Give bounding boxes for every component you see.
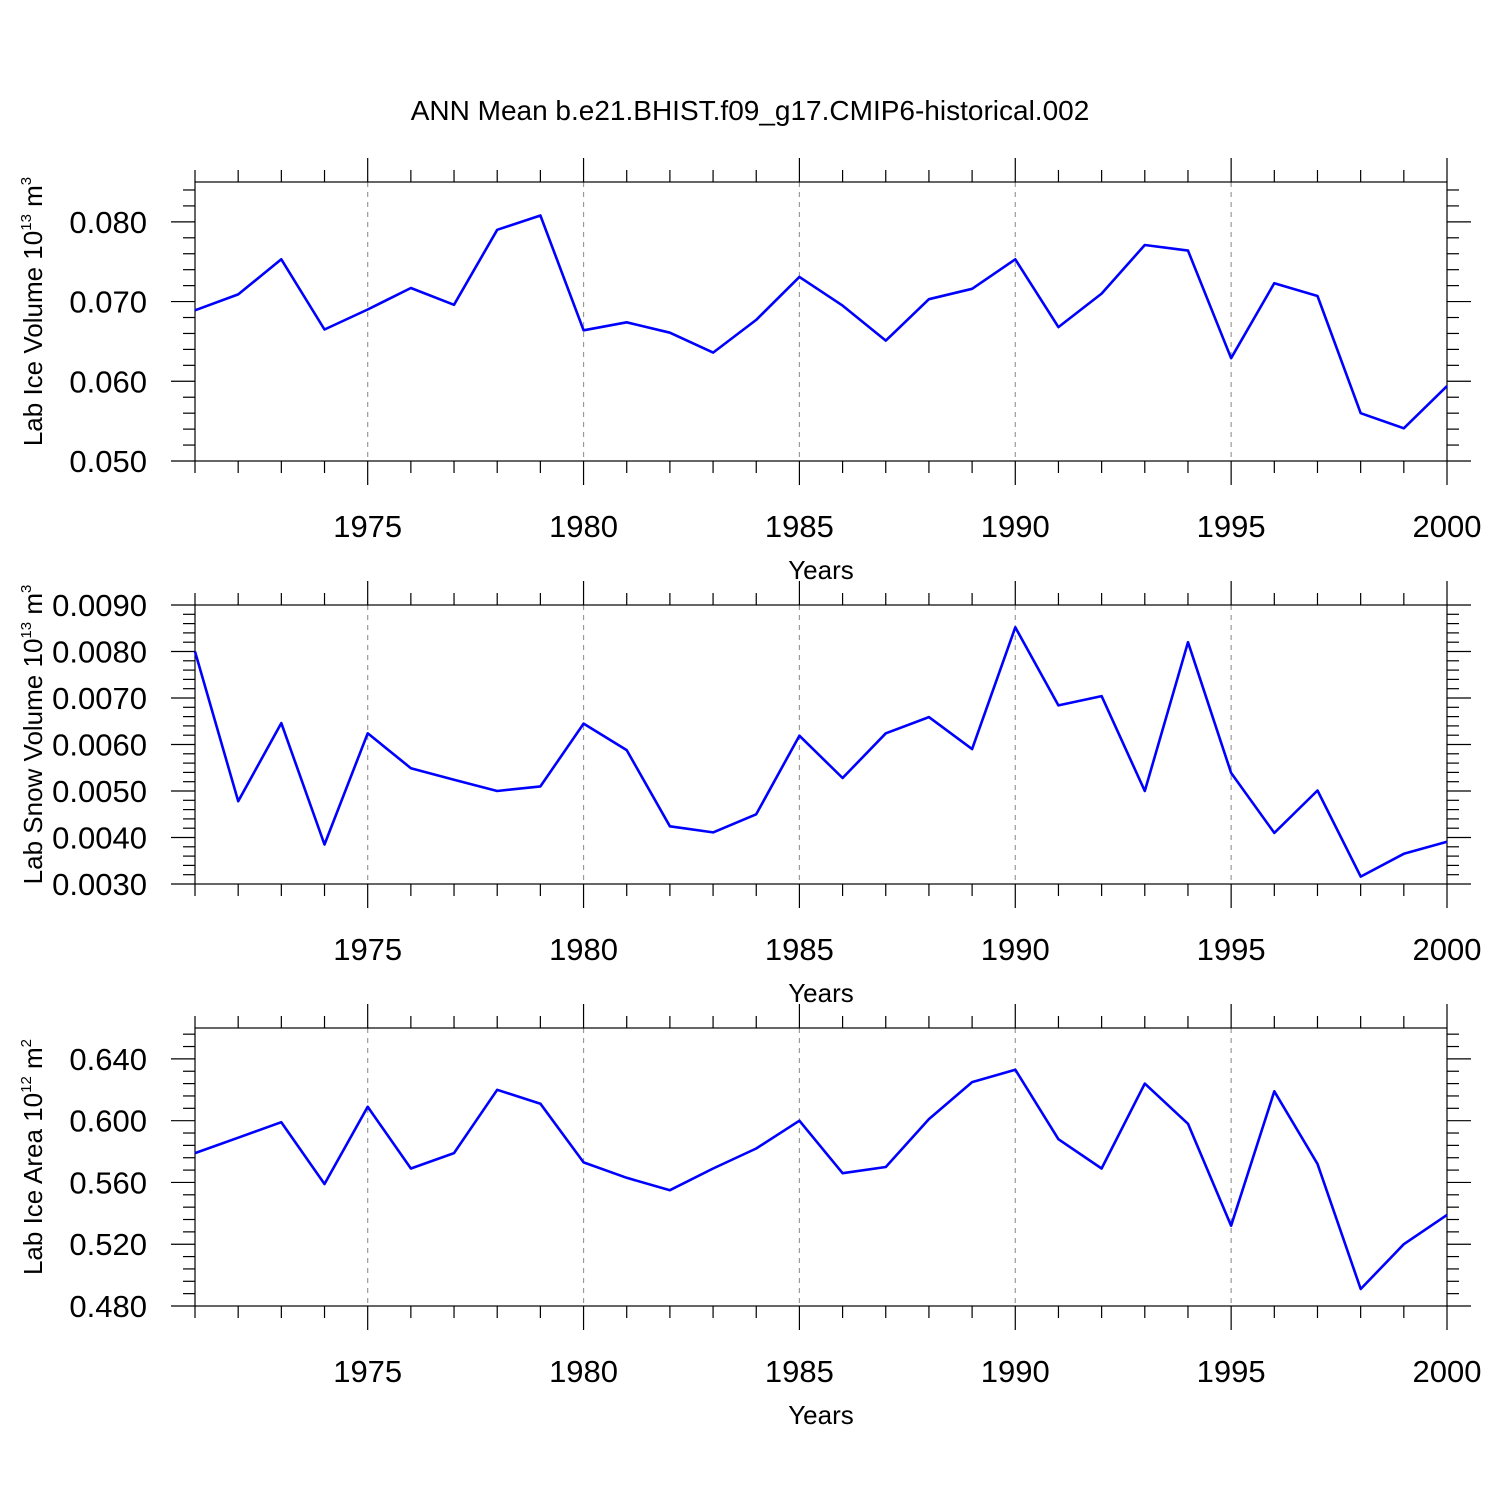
x-tick-label: 1985	[765, 1354, 834, 1389]
x-tick-label: 1980	[549, 932, 618, 967]
y-axis-label-unit-exponent: 3	[18, 585, 35, 593]
figure-title: ANN Mean b.e21.BHIST.f09_g17.CMIP6-histo…	[411, 95, 1090, 126]
y-tick-label: 0.0050	[52, 774, 147, 809]
x-tick-label: 1990	[981, 932, 1050, 967]
x-tick-label: 1990	[981, 509, 1050, 544]
plot-frame	[194, 181, 1448, 462]
y-tick-label: 0.640	[69, 1042, 147, 1077]
y-tick-label: 0.080	[69, 205, 147, 240]
y-tick-label: 0.060	[69, 364, 147, 399]
panel-snow-volume: 0.0030 0.0040 0.0050 0.0060 0.0070 0.0080 0.00…	[18, 581, 1481, 1008]
y-axis-label-unit-exponent: 2	[18, 1039, 35, 1047]
x-tick-label: 1980	[549, 1354, 618, 1389]
y-tick-label: 0.600	[69, 1104, 147, 1139]
y-tick-label: 0.0090	[52, 588, 147, 623]
y-axis-label-exponent: 12	[18, 1076, 35, 1093]
y-tick-label: 0.520	[69, 1227, 147, 1262]
y-tick-label: 0.070	[69, 285, 147, 320]
x-tick-label: 2000	[1413, 509, 1482, 544]
y-axis-label-main: Lab Ice Area 10	[18, 1093, 48, 1275]
x-axis-label: Years	[788, 978, 854, 1008]
x-tick-label: 1980	[549, 509, 618, 544]
x-tick-label: 1995	[1197, 1354, 1266, 1389]
y-tick-label: 0.0030	[52, 867, 147, 902]
y-axis-label-exponent: 13	[18, 214, 35, 231]
x-tick-label: 1975	[333, 932, 402, 967]
y-tick-label: 0.0070	[52, 681, 147, 716]
x-tick-label: 1975	[333, 1354, 402, 1389]
y-axis-label-main: Lab Snow Volume 10	[18, 639, 48, 885]
y-axis-label-unit: m	[18, 1047, 48, 1076]
x-tick-label: 1995	[1197, 932, 1266, 967]
y-axis-label-main: Lab Ice Volume 10	[18, 231, 48, 446]
x-tick-label: 2000	[1413, 932, 1482, 967]
series-line-snow-volume	[193, 625, 1448, 878]
x-axis-label: Years	[788, 1400, 854, 1430]
y-axis-label-unit-exponent: 3	[18, 177, 35, 185]
plot-frame	[194, 1027, 1448, 1307]
y-axis-label-exponent: 13	[18, 622, 35, 639]
y-axis-label: Lab Ice Area 1012 m2	[18, 1039, 48, 1275]
x-tick-label: 1985	[765, 509, 834, 544]
y-tick-label: 0.050	[69, 444, 147, 479]
panel-ice-area: 0.480 0.520 0.560 0.600 0.640 1975 1980 1985 199…	[18, 1004, 1481, 1430]
y-tick-label: 0.0040	[52, 821, 147, 856]
y-axis-label: Lab Ice Volume 1013 m3	[18, 177, 48, 446]
x-tick-label: 2000	[1413, 1354, 1482, 1389]
series-line-ice-area	[194, 1068, 1448, 1291]
y-tick-label: 0.560	[69, 1165, 147, 1200]
x-tick-label: 1975	[333, 509, 402, 544]
x-axis-label: Years	[788, 555, 854, 585]
y-axis-label: Lab Snow Volume 1013 m3	[18, 585, 48, 885]
y-tick-label: 0.0080	[52, 635, 147, 670]
y-axis-label-unit: m	[18, 593, 48, 622]
y-axis-label-unit: m	[18, 185, 48, 214]
y-tick-label: 0.480	[69, 1289, 147, 1324]
x-tick-label: 1995	[1197, 509, 1266, 544]
x-tick-label: 1985	[765, 932, 834, 967]
x-tick-label: 1990	[981, 1354, 1050, 1389]
series-line-ice-volume	[194, 214, 1448, 430]
y-tick-label: 0.0060	[52, 728, 147, 763]
panel-ice-volume: 0.050 0.060 0.070 0.080 1975 1980 1985 1990 1995…	[18, 158, 1481, 585]
